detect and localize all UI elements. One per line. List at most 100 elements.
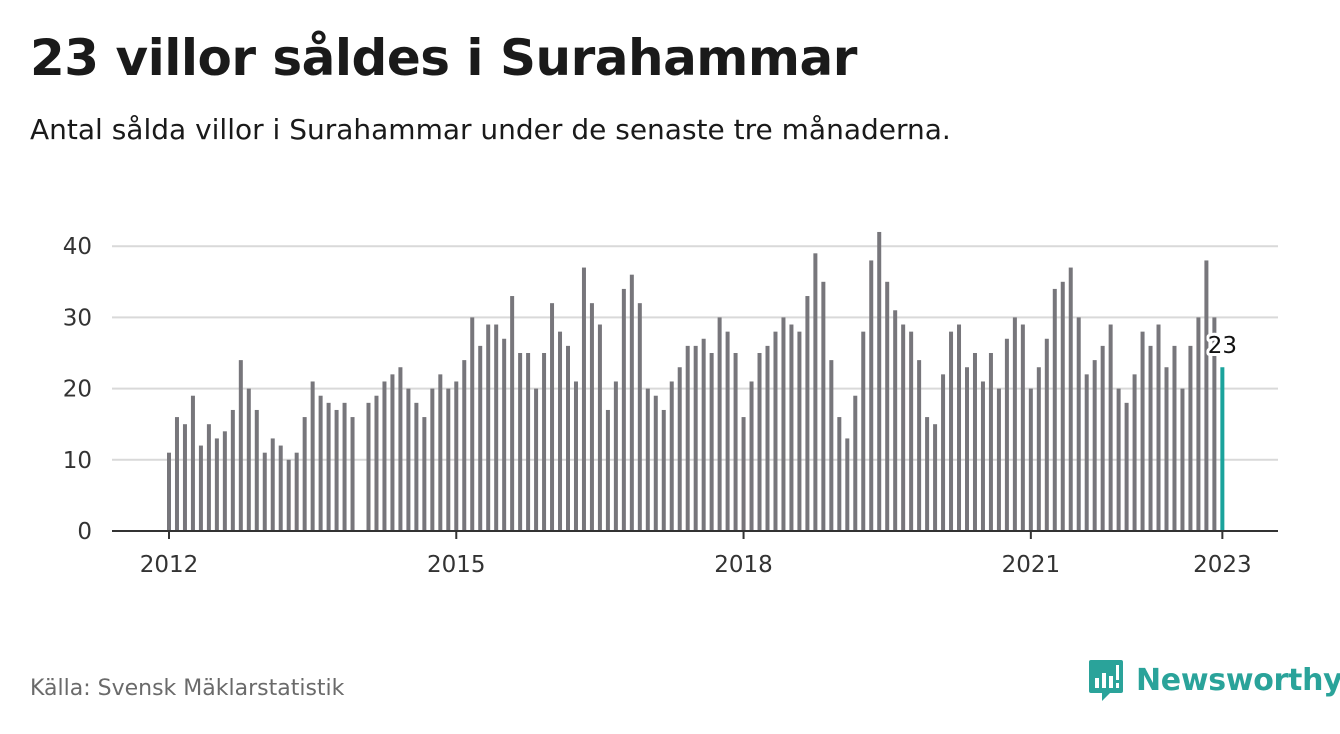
bar	[1020, 324, 1025, 531]
bar	[462, 360, 467, 531]
bar	[805, 296, 810, 531]
bar	[797, 331, 802, 531]
bar	[757, 353, 762, 531]
bar	[1012, 317, 1017, 531]
bar	[661, 409, 666, 531]
x-tick-label: 2023	[1193, 552, 1252, 578]
chart-title: 23 villor såldes i Surahammar	[30, 29, 857, 87]
bar-chart: 0 10 20 30 40 2012 2015 2018 2021 2023 23	[63, 231, 1278, 578]
bar	[669, 381, 674, 531]
bar	[318, 395, 323, 531]
bar	[230, 409, 235, 531]
bar	[406, 388, 411, 531]
bar	[494, 324, 499, 531]
bar	[573, 381, 578, 531]
bar	[382, 381, 387, 531]
bar	[1124, 402, 1129, 531]
bar	[430, 388, 435, 531]
bar	[1068, 267, 1073, 531]
bar	[773, 331, 778, 531]
bar	[1164, 367, 1169, 531]
bar	[597, 324, 602, 531]
bar	[589, 303, 594, 531]
bar	[167, 452, 171, 531]
bar	[925, 417, 930, 531]
x-tick-label: 2012	[140, 552, 199, 578]
bar	[1028, 388, 1033, 531]
bar	[1076, 317, 1081, 531]
bar	[566, 345, 570, 531]
bar	[1052, 288, 1057, 531]
bar	[542, 353, 547, 531]
bar	[1132, 374, 1137, 531]
bar	[709, 353, 714, 531]
bar	[613, 381, 618, 531]
y-tick-label: 20	[63, 377, 92, 403]
bar	[198, 445, 203, 531]
bar	[438, 374, 443, 531]
bar	[254, 409, 259, 531]
bar	[1004, 338, 1009, 531]
bar	[853, 395, 858, 531]
bar	[581, 267, 586, 531]
bar	[917, 360, 922, 531]
bar	[941, 374, 946, 531]
bar	[749, 381, 754, 531]
bar	[980, 381, 985, 531]
bar	[262, 452, 267, 531]
bar	[733, 353, 738, 531]
x-tick-label: 2018	[714, 552, 773, 578]
x-tick-label: 2021	[1002, 552, 1061, 578]
bar	[294, 452, 299, 531]
bar	[789, 324, 794, 531]
bar	[877, 231, 882, 531]
bar	[1180, 388, 1185, 531]
bar	[1108, 324, 1113, 531]
bar	[222, 431, 227, 531]
bar	[286, 459, 291, 531]
bar	[972, 353, 977, 531]
bar	[486, 324, 491, 531]
bar	[821, 281, 826, 531]
bar	[1092, 360, 1097, 531]
bar	[182, 424, 187, 531]
bar	[238, 360, 243, 531]
bar	[861, 331, 866, 531]
y-tick-label: 40	[63, 234, 92, 260]
bar	[174, 417, 179, 531]
bar	[933, 424, 938, 531]
bar	[869, 260, 874, 531]
bar	[645, 388, 650, 531]
bar	[278, 445, 283, 531]
bar	[621, 288, 626, 531]
newsworthy-logo: Newsworthy	[1088, 658, 1340, 702]
bar	[677, 367, 682, 531]
bar	[190, 395, 195, 531]
bar	[685, 345, 690, 531]
bar	[829, 360, 834, 531]
bar	[781, 317, 786, 531]
y-tick-label: 10	[63, 448, 92, 474]
bar	[534, 388, 539, 531]
bar	[845, 438, 850, 531]
bar	[414, 402, 419, 531]
bar	[765, 345, 770, 531]
bar	[1116, 388, 1121, 531]
bar	[334, 409, 339, 531]
bar	[1060, 281, 1065, 531]
bar	[326, 402, 331, 531]
y-tick-label: 30	[63, 305, 92, 331]
bar	[374, 395, 379, 531]
bar	[502, 338, 507, 531]
bar	[398, 367, 403, 531]
bar	[510, 296, 515, 531]
bar	[302, 417, 307, 531]
bar	[717, 317, 722, 531]
bar	[653, 395, 658, 531]
bar	[1036, 367, 1041, 531]
bar	[701, 338, 706, 531]
bar	[1172, 345, 1177, 531]
bar	[893, 310, 898, 531]
bar	[837, 417, 842, 531]
bar	[1044, 338, 1049, 531]
